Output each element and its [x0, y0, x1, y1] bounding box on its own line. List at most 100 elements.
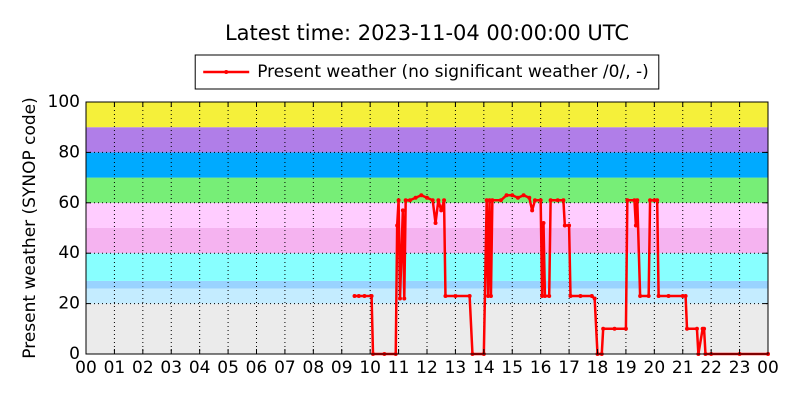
data-point: [547, 294, 552, 299]
data-point: [548, 198, 553, 203]
data-point: [430, 198, 435, 203]
x-tick-label: 18: [587, 358, 609, 378]
data-point: [635, 198, 640, 203]
data-point: [532, 198, 537, 203]
data-point: [652, 198, 657, 203]
data-point: [362, 294, 367, 299]
data-point: [403, 198, 408, 203]
data-point: [561, 198, 566, 203]
y-tick-label: 100: [48, 92, 80, 112]
data-point: [538, 198, 543, 203]
x-tick-label: 20: [644, 358, 666, 378]
x-tick-label: 11: [388, 358, 410, 378]
x-tick-label: 10: [359, 358, 381, 378]
band: [86, 152, 768, 178]
x-tick-label: 04: [189, 358, 211, 378]
x-tick-label: 02: [132, 358, 154, 378]
data-point: [400, 208, 405, 213]
data-point: [648, 198, 653, 203]
data-point: [419, 193, 424, 198]
data-point: [623, 326, 628, 331]
axes: 0 20 40 60 80 100 00 01 02 03 04 05 06 07 08 09 10 11 12 13…: [48, 92, 779, 378]
data-point: [655, 198, 660, 203]
data-point: [442, 198, 447, 203]
legend: Present weather (no significant weather …: [194, 54, 660, 90]
data-point: [487, 198, 492, 203]
data-point: [490, 198, 495, 203]
data-point: [541, 220, 546, 225]
band: [86, 280, 768, 289]
band: [86, 288, 768, 304]
x-tick-label: 14: [473, 358, 495, 378]
y-tick-label: 20: [58, 294, 80, 314]
data-point: [425, 195, 429, 200]
data-point: [488, 294, 493, 299]
data-point: [395, 223, 400, 228]
y-tick-label: 80: [58, 142, 80, 162]
x-tick-label: 00: [757, 358, 779, 378]
data-point: [601, 326, 606, 331]
x-tick-label: 19: [615, 358, 637, 378]
band: [86, 228, 768, 254]
data-point: [685, 326, 690, 331]
data-point: [396, 198, 401, 203]
data-point: [407, 198, 412, 203]
x-tick-label: 00: [75, 358, 97, 378]
data-point: [638, 294, 643, 299]
band: [86, 253, 768, 281]
x-tick-label: 03: [160, 358, 182, 378]
data-point: [542, 294, 547, 299]
x-tick-label: 08: [303, 358, 325, 378]
bands: [86, 102, 768, 354]
data-point: [413, 195, 418, 200]
data-point: [646, 294, 651, 299]
data-point: [568, 294, 573, 299]
band: [86, 127, 768, 153]
data-point: [433, 220, 438, 225]
x-tick-label: 12: [416, 358, 438, 378]
data-point: [527, 195, 532, 200]
y-tick-label: 40: [58, 243, 80, 263]
x-tick-label: 07: [274, 358, 296, 378]
data-point: [530, 208, 535, 213]
data-point: [567, 223, 572, 228]
legend-label: Present weather (no significant weather …: [257, 62, 649, 82]
x-tick-label: 05: [217, 358, 239, 378]
data-point: [369, 294, 374, 299]
data-point: [436, 198, 441, 203]
data-point: [555, 198, 560, 203]
data-point: [484, 198, 489, 203]
data-point: [578, 294, 583, 299]
x-tick-label: 13: [445, 358, 467, 378]
data-point: [515, 195, 520, 200]
data-point: [702, 326, 707, 331]
y-tick-label: 0: [69, 344, 80, 364]
data-point: [666, 294, 671, 299]
x-tick-label: 21: [672, 358, 694, 378]
data-point: [443, 294, 448, 299]
data-point: [589, 294, 594, 299]
x-tick-label: 15: [501, 358, 523, 378]
data-point: [632, 198, 637, 203]
data-point: [683, 294, 688, 299]
data-point: [439, 208, 444, 213]
data-point: [540, 294, 545, 299]
y-axis-label: Present weather (SYNOP code): [20, 97, 40, 358]
data-point: [498, 198, 503, 203]
x-tick-label: 09: [331, 358, 353, 378]
x-tick-label: 23: [729, 358, 751, 378]
x-tick-label: 17: [558, 358, 580, 378]
x-tick-label: 01: [104, 358, 126, 378]
data-point: [612, 326, 617, 331]
x-tick-label: 16: [530, 358, 552, 378]
data-point: [592, 296, 597, 301]
data-point: [521, 193, 526, 198]
data-point: [486, 294, 491, 299]
data-point: [402, 296, 407, 301]
data-point: [625, 198, 630, 203]
data-point: [694, 326, 699, 331]
data-point: [453, 294, 458, 299]
y-tick-label: 60: [58, 193, 80, 213]
data-point: [467, 294, 472, 299]
